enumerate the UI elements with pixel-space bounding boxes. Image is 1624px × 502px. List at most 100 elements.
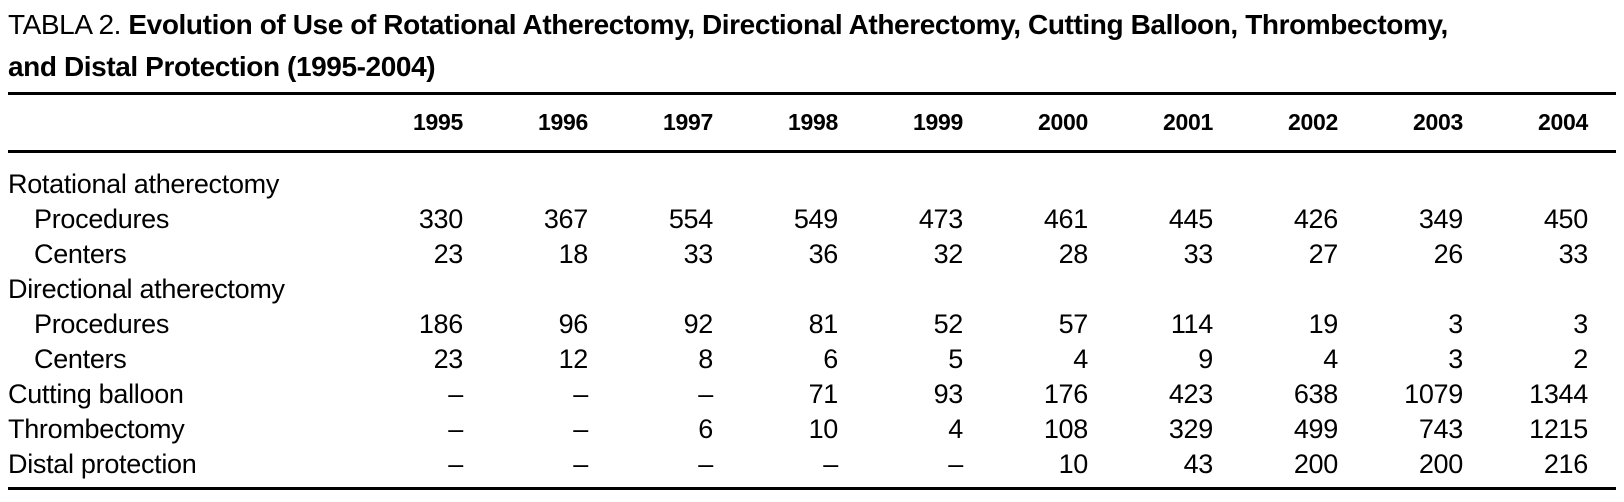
table-cell: –: [948, 449, 963, 479]
table-cell: 52: [933, 309, 964, 339]
table-cell: 743: [1418, 414, 1463, 444]
table-cell: 10: [1058, 449, 1089, 479]
row-label: Thrombectomy: [8, 414, 185, 444]
paper-table-figure: TABLA 2. Evolution of Use of Rotational …: [8, 4, 1616, 490]
table-body: Rotational atherectomy Procedures 330 367 55…: [8, 152, 1616, 489]
year-column-header: 1995: [366, 93, 491, 153]
table-cell: 81: [808, 309, 839, 339]
table-cell: 12: [558, 344, 589, 374]
table-cell: 1215: [1529, 414, 1588, 444]
table-cell: –: [448, 449, 463, 479]
table-cell: 96: [558, 309, 589, 339]
table-cell: 92: [683, 309, 714, 339]
table-caption-part-2: and Distal Protection (1995-2004): [8, 51, 436, 82]
table-caption-part-1: Evolution of Use of Rotational Atherecto…: [128, 9, 1448, 40]
table-cell: 36: [808, 239, 839, 269]
table-cell: [616, 272, 741, 307]
table-cell: 71: [808, 379, 839, 409]
table-title-line-1: TABLA 2. Evolution of Use of Rotational …: [8, 4, 1616, 46]
table-row: Rotational atherectomy: [8, 152, 1616, 203]
table-cell: 499: [1293, 414, 1338, 444]
table-cell: [866, 272, 991, 307]
table-cell: 57: [1058, 309, 1089, 339]
table-cell: –: [448, 379, 463, 409]
table-cell: –: [573, 379, 588, 409]
table-cell: 176: [1043, 379, 1088, 409]
table-cell: 330: [418, 204, 463, 234]
table-cell: 3: [1573, 309, 1588, 339]
table-cell: 9: [1198, 344, 1213, 374]
table-cell: –: [448, 414, 463, 444]
table-cell: 33: [1183, 239, 1214, 269]
table-row: Distal protection – – – – – 10 43 200 200 216: [8, 447, 1616, 489]
table-cell: 26: [1433, 239, 1464, 269]
table-cell: 27: [1308, 239, 1339, 269]
table-cell: 18: [558, 239, 589, 269]
table-cell: [366, 152, 491, 203]
table-cell: 1079: [1404, 379, 1463, 409]
table-cell: 33: [683, 239, 714, 269]
year-column-header: 2002: [1241, 93, 1366, 153]
table-head: 1995 1996 1997 1998 1999 2000 2001 2002 2003 2004: [8, 93, 1616, 153]
table-cell: –: [698, 379, 713, 409]
table-cell: 33: [1558, 239, 1589, 269]
table-title-block: TABLA 2. Evolution of Use of Rotational …: [8, 4, 1616, 88]
table-cell: 32: [933, 239, 964, 269]
table-cell: 3: [1448, 344, 1463, 374]
year-column-header: 1996: [491, 93, 616, 153]
year-column-header: 2000: [991, 93, 1116, 153]
data-table: 1995 1996 1997 1998 1999 2000 2001 2002 2003 2004…: [8, 92, 1616, 490]
table-cell: [1241, 272, 1366, 307]
table-cell: 450: [1543, 204, 1588, 234]
table-cell: [741, 152, 866, 203]
table-row: Procedures 330 367 554 549 473 461 445 426 349 450: [8, 202, 1616, 237]
table-cell: 8: [698, 344, 713, 374]
table-cell: [616, 152, 741, 203]
year-column-header: 1997: [616, 93, 741, 153]
table-cell: –: [698, 449, 713, 479]
table-title-line-2: and Distal Protection (1995-2004): [8, 46, 1616, 88]
row-label: Centers: [34, 344, 127, 374]
table-cell: [1116, 152, 1241, 203]
table-cell: 426: [1293, 204, 1338, 234]
table-cell: 216: [1543, 449, 1588, 479]
table-cell: 6: [698, 414, 713, 444]
table-cell: [491, 152, 616, 203]
table-cell: [866, 152, 991, 203]
table-cell: 3: [1448, 309, 1463, 339]
table-cell: 114: [1170, 309, 1213, 339]
year-column-header: 2001: [1116, 93, 1241, 153]
row-label: Rotational atherectomy: [8, 169, 280, 199]
table-cell: 4: [1323, 344, 1338, 374]
table-row: Thrombectomy – – 6 10 4 108 329 499 743 1215: [8, 412, 1616, 447]
row-label: Directional atherectomy: [8, 274, 285, 304]
table-cell: 638: [1293, 379, 1338, 409]
table-number-label: TABLA 2.: [8, 9, 122, 40]
table-cell: 23: [433, 344, 464, 374]
table-cell: 473: [918, 204, 963, 234]
table-cell: 554: [668, 204, 713, 234]
table-cell: –: [823, 449, 838, 479]
table-cell: 43: [1183, 449, 1214, 479]
row-label: Centers: [34, 239, 127, 269]
table-cell: [491, 272, 616, 307]
table-cell: [741, 272, 866, 307]
year-column-header: 2003: [1366, 93, 1491, 153]
table-cell: 1344: [1529, 379, 1588, 409]
table-cell: [1366, 272, 1491, 307]
row-label: Distal protection: [8, 449, 197, 479]
table-row: Procedures 186 96 92 81 52 57 114 19 3 3: [8, 307, 1616, 342]
table-cell: [1491, 272, 1616, 307]
row-label: Procedures: [34, 309, 170, 339]
table-row: Centers 23 18 33 36 32 28 33 27 26 33: [8, 237, 1616, 272]
table-cell: 6: [823, 344, 838, 374]
table-cell: 4: [1073, 344, 1088, 374]
table-cell: [1491, 152, 1616, 203]
table-cell: 461: [1043, 204, 1088, 234]
table-row: Centers 23 12 8 6 5 4 9 4 3 2: [8, 342, 1616, 377]
corner-cell: [8, 93, 366, 153]
table-cell: 329: [1168, 414, 1213, 444]
table-cell: [1116, 272, 1241, 307]
table-cell: 10: [808, 414, 839, 444]
table-cell: [991, 152, 1116, 203]
